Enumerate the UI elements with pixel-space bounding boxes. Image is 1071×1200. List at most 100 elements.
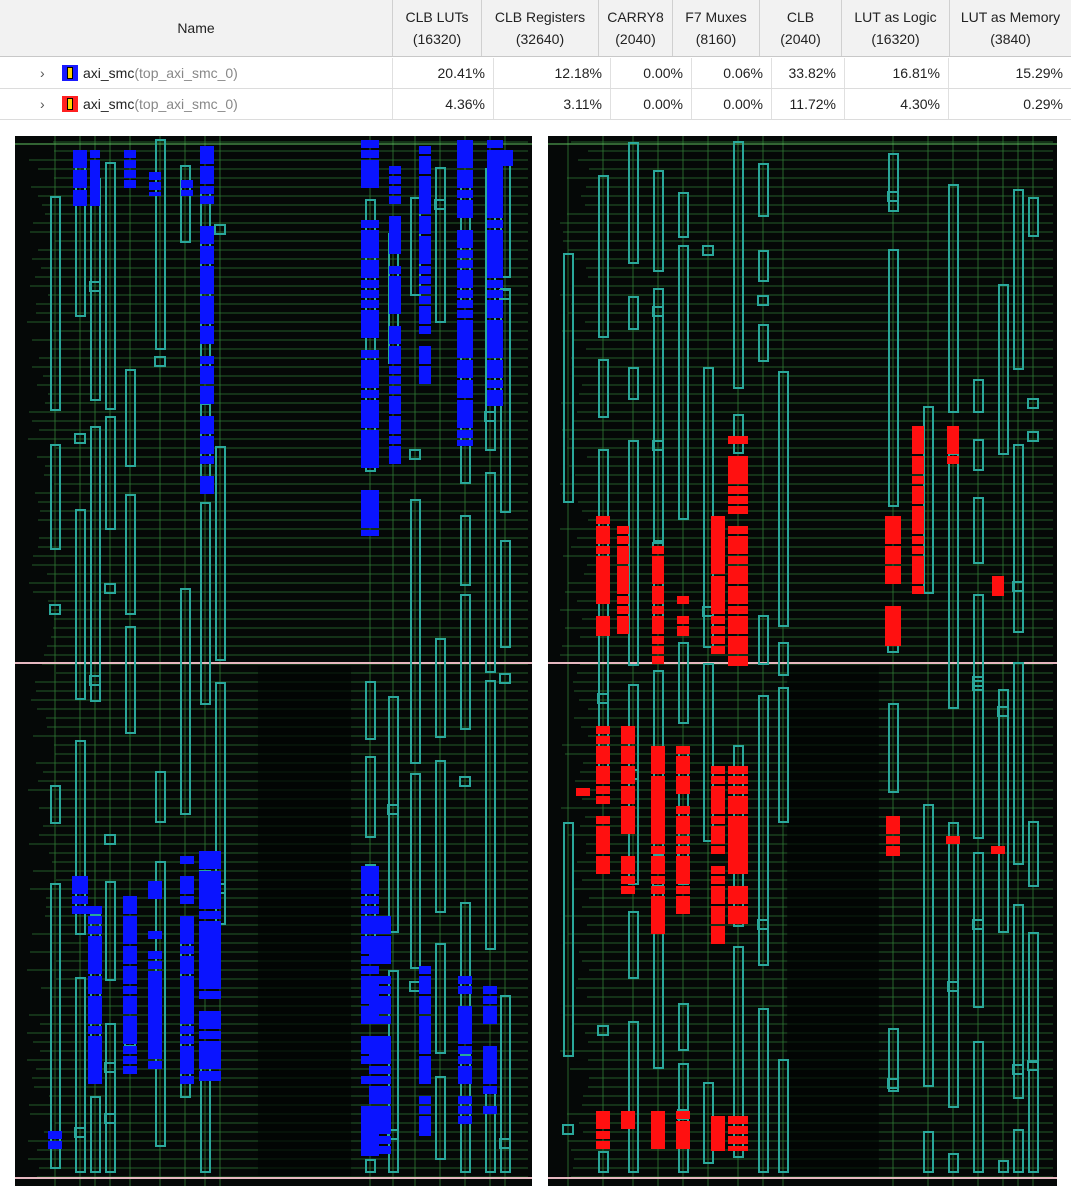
placed-cell bbox=[457, 440, 473, 446]
placed-cell bbox=[886, 836, 900, 844]
placed-cell bbox=[711, 776, 725, 784]
site-outline bbox=[1013, 1129, 1024, 1173]
placed-cell bbox=[389, 176, 401, 184]
site-marker bbox=[997, 706, 1009, 717]
site-outline bbox=[733, 141, 744, 389]
header-title: F7 Muxes bbox=[685, 9, 747, 25]
placed-cell bbox=[73, 160, 87, 168]
device-canvas-right[interactable] bbox=[548, 136, 1057, 1186]
placed-cell bbox=[617, 556, 629, 564]
placed-cell bbox=[419, 296, 431, 304]
placed-cell bbox=[90, 150, 100, 158]
placed-cell bbox=[180, 1026, 194, 1034]
placed-cell bbox=[389, 386, 401, 394]
site-marker bbox=[1027, 1060, 1039, 1071]
site-outline bbox=[998, 689, 1009, 933]
device-view-right[interactable] bbox=[548, 136, 1057, 1186]
site-marker bbox=[1012, 1064, 1024, 1075]
placed-cell bbox=[180, 966, 194, 974]
placed-cell bbox=[389, 306, 401, 314]
placed-cell bbox=[677, 626, 689, 636]
cell-lut-as-logic: 4.30% bbox=[845, 89, 949, 119]
device-view-left[interactable] bbox=[15, 136, 532, 1186]
placed-cell bbox=[369, 1136, 391, 1144]
placed-cell bbox=[389, 266, 401, 274]
row-name-cell: › axi_smc (top_axi_smc_0) bbox=[0, 89, 393, 119]
header-sub: (32640) bbox=[515, 31, 565, 47]
color-swatch-icon bbox=[62, 65, 78, 81]
header-f7-muxes[interactable]: F7 Muxes (8160) bbox=[673, 0, 760, 56]
header-clb-luts[interactable]: CLB LUTs (16320) bbox=[393, 0, 482, 56]
placed-cell bbox=[88, 1066, 102, 1084]
placed-cell bbox=[483, 996, 497, 1004]
site-marker bbox=[757, 919, 769, 930]
placed-cell bbox=[483, 1076, 497, 1084]
header-sub: (16320) bbox=[871, 31, 920, 47]
placed-cell bbox=[123, 986, 137, 994]
header-name-label: Name bbox=[177, 20, 215, 36]
placed-cell bbox=[728, 886, 748, 904]
header-clb-registers[interactable]: CLB Registers (32640) bbox=[482, 0, 599, 56]
placed-cell bbox=[457, 210, 473, 218]
placed-cell bbox=[617, 596, 629, 604]
placed-cell bbox=[885, 576, 901, 584]
site-outline bbox=[1013, 189, 1024, 370]
cell-f7-muxes: 0.06% bbox=[692, 58, 772, 88]
placed-cell bbox=[457, 260, 473, 268]
site-outline bbox=[678, 1003, 689, 1051]
header-name[interactable]: Name bbox=[0, 0, 393, 56]
header-carry8[interactable]: CARRY8 (2040) bbox=[599, 0, 673, 56]
placed-cell bbox=[361, 896, 379, 904]
placed-cell bbox=[199, 1031, 221, 1039]
placed-cell bbox=[621, 816, 635, 834]
site-outline bbox=[948, 184, 959, 413]
chevron-right-icon[interactable]: › bbox=[40, 65, 45, 81]
table-header: Name CLB LUTs (16320) CLB Registers (326… bbox=[0, 0, 1071, 57]
placed-cell bbox=[88, 1006, 102, 1024]
placed-cell bbox=[912, 526, 924, 534]
placed-cell bbox=[676, 846, 690, 854]
site-outline bbox=[778, 642, 789, 676]
chevron-right-icon[interactable]: › bbox=[40, 96, 45, 112]
placed-cell bbox=[711, 846, 725, 854]
site-outline bbox=[125, 626, 136, 734]
placed-cell bbox=[651, 1131, 665, 1149]
placed-cell bbox=[728, 1126, 748, 1134]
placed-cell bbox=[457, 250, 473, 258]
placed-cell bbox=[124, 160, 136, 168]
header-clb[interactable]: CLB (2040) bbox=[760, 0, 842, 56]
placed-cell bbox=[596, 736, 610, 744]
placed-cell bbox=[676, 1131, 690, 1149]
placed-cell bbox=[200, 386, 214, 404]
header-lut-as-logic[interactable]: LUT as Logic (16320) bbox=[842, 0, 950, 56]
panel-divider[interactable] bbox=[532, 120, 548, 1200]
table-row[interactable]: › axi_smc (top_axi_smc_0) 20.41% 12.18% … bbox=[0, 58, 1071, 89]
site-outline bbox=[435, 943, 446, 1054]
placed-cell bbox=[728, 786, 748, 794]
placed-cell bbox=[148, 931, 162, 939]
site-outline bbox=[598, 175, 609, 338]
header-sub: (16320) bbox=[412, 31, 462, 47]
site-outline bbox=[888, 153, 899, 212]
table-row[interactable]: › axi_smc (top_axi_smc_0) 4.36% 3.11% 0.… bbox=[0, 89, 1071, 120]
device-canvas-left[interactable] bbox=[15, 136, 532, 1186]
cell-clb-luts: 20.41% bbox=[393, 58, 494, 88]
placed-cell bbox=[728, 1116, 748, 1124]
placed-cell bbox=[728, 646, 748, 654]
placed-cell bbox=[180, 946, 194, 954]
placed-cell bbox=[728, 766, 748, 774]
placed-cell bbox=[419, 166, 431, 174]
placed-cell bbox=[123, 926, 137, 944]
placed-cell bbox=[596, 786, 610, 794]
site-marker bbox=[652, 306, 664, 317]
site-outline bbox=[500, 540, 511, 648]
placed-cell bbox=[621, 736, 635, 744]
placed-cell bbox=[199, 851, 221, 869]
site-outline bbox=[973, 379, 984, 413]
placed-cell bbox=[617, 576, 629, 594]
placed-cell bbox=[361, 390, 379, 398]
header-lut-as-memory[interactable]: LUT as Memory (3840) bbox=[950, 0, 1071, 56]
placed-cell bbox=[458, 976, 472, 984]
site-outline bbox=[628, 1021, 639, 1173]
site-outline bbox=[628, 367, 639, 400]
